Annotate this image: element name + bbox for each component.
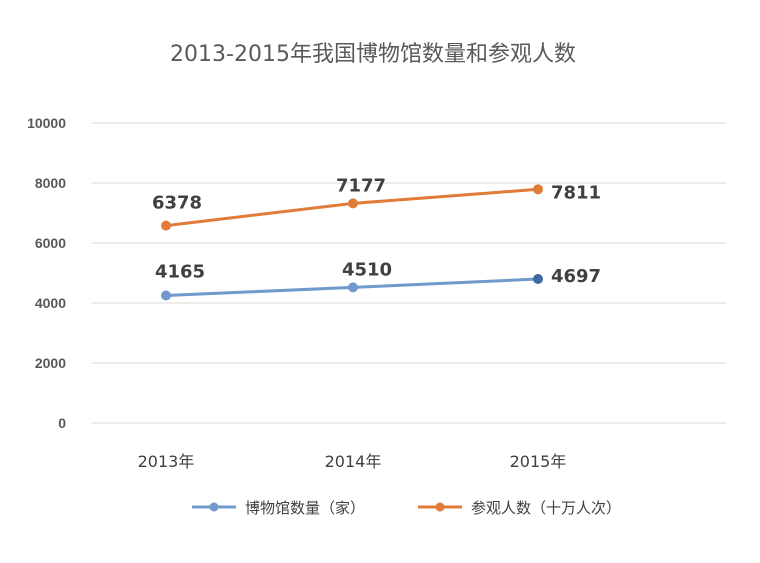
x-axis-ticks: 2013年 2014年 2015年 bbox=[138, 452, 567, 471]
gridlines bbox=[92, 122, 726, 424]
legend-item: 博物馆数量（家） bbox=[192, 499, 365, 517]
series: 4165 4510 4697 6378 7177 7811 bbox=[152, 175, 601, 301]
y-axis-ticks: 0 2000 4000 6000 8000 10000 bbox=[27, 115, 66, 431]
y-tick-label: 8000 bbox=[35, 175, 66, 191]
data-label: 7177 bbox=[336, 175, 386, 196]
data-label: 4510 bbox=[342, 259, 392, 280]
data-point bbox=[348, 198, 358, 209]
legend: 博物馆数量（家） 参观人数（十万人次） bbox=[192, 499, 621, 517]
y-tick-label: 0 bbox=[58, 415, 66, 431]
y-tick-label: 4000 bbox=[35, 295, 66, 311]
series-0: 4165 4510 4697 bbox=[155, 259, 601, 301]
legend-label: 博物馆数量（家） bbox=[245, 499, 365, 517]
x-tick-label: 2013年 bbox=[138, 452, 195, 471]
legend-swatch-marker bbox=[435, 502, 445, 512]
x-tick-label: 2014年 bbox=[325, 452, 382, 471]
data-point bbox=[161, 290, 171, 301]
y-tick-label: 10000 bbox=[27, 115, 66, 131]
x-tick-label: 2015年 bbox=[510, 452, 567, 471]
data-point bbox=[161, 220, 171, 231]
legend-swatch-marker bbox=[209, 502, 219, 512]
legend-item: 参观人数（十万人次） bbox=[418, 499, 621, 517]
data-point bbox=[533, 184, 543, 195]
series-1: 6378 7177 7811 bbox=[152, 175, 601, 231]
data-label: 7811 bbox=[551, 182, 601, 203]
data-label: 4165 bbox=[155, 262, 205, 283]
legend-label: 参观人数（十万人次） bbox=[471, 499, 621, 517]
data-label: 4697 bbox=[551, 266, 601, 287]
y-tick-label: 6000 bbox=[35, 235, 66, 251]
data-point bbox=[348, 282, 358, 293]
data-point bbox=[533, 274, 543, 284]
y-tick-label: 2000 bbox=[35, 355, 66, 371]
data-label: 6378 bbox=[152, 193, 202, 214]
chart-title: 2013-2015年我国博物馆数量和参观人数 bbox=[170, 42, 576, 67]
